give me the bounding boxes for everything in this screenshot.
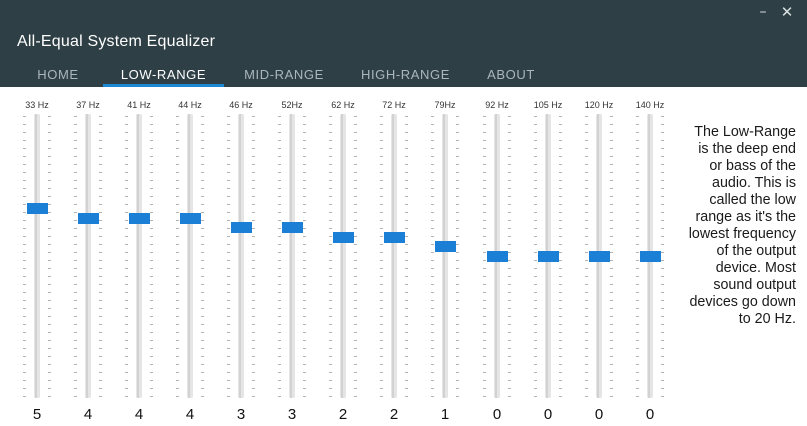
band-frequency-label: 44 Hz bbox=[178, 100, 202, 110]
slider-thumb[interactable] bbox=[640, 251, 661, 262]
tab-about[interactable]: ABOUT bbox=[487, 67, 535, 82]
band-frequency-label: 72 Hz bbox=[382, 100, 406, 110]
slider-ticks-left bbox=[380, 116, 383, 398]
band-value: 2 bbox=[338, 406, 348, 423]
slider-thumb[interactable] bbox=[78, 213, 99, 224]
slider-ticks-right bbox=[456, 116, 459, 398]
close-button[interactable]: ✕ bbox=[780, 3, 794, 21]
slider-ticks-right bbox=[508, 116, 511, 398]
band-frequency-label: 41 Hz bbox=[127, 100, 151, 110]
band-frequency-label: 79Hz bbox=[434, 100, 456, 110]
slider-ticks-left bbox=[23, 116, 26, 398]
slider-ticks-right bbox=[201, 116, 204, 398]
band-value: 0 bbox=[543, 406, 553, 423]
slider-track[interactable] bbox=[238, 114, 244, 398]
slider-thumb[interactable] bbox=[589, 251, 610, 262]
slider-thumb[interactable] bbox=[180, 213, 201, 224]
slider-ticks-left bbox=[278, 116, 281, 398]
band-value: 4 bbox=[185, 406, 195, 423]
slider-ticks-left bbox=[636, 116, 639, 398]
slider-ticks-left bbox=[585, 116, 588, 398]
tab-high-range[interactable]: HIGH-RANGE bbox=[360, 67, 451, 82]
tab-low-range[interactable]: LOW-RANGE bbox=[103, 68, 224, 87]
slider-thumb[interactable] bbox=[538, 251, 559, 262]
tab-mid-range[interactable]: MID-RANGE bbox=[244, 67, 324, 82]
band-frequency-label: 105 Hz bbox=[533, 100, 563, 110]
slider-track[interactable] bbox=[136, 114, 142, 398]
slider-ticks-left bbox=[227, 116, 230, 398]
slider-ticks-left bbox=[125, 116, 128, 398]
band-frequency-label: 92 Hz bbox=[485, 100, 509, 110]
band-frequency-label: 37 Hz bbox=[76, 100, 100, 110]
slider-ticks-right bbox=[559, 116, 562, 398]
slider-thumb[interactable] bbox=[129, 213, 150, 224]
slider-thumb[interactable] bbox=[384, 232, 405, 243]
slider-ticks-right bbox=[354, 116, 357, 398]
title-bar: – ✕ All-Equal System Equalizer HOME LOW-… bbox=[0, 0, 807, 87]
band-value: 4 bbox=[134, 406, 144, 423]
slider-thumb[interactable] bbox=[435, 241, 456, 252]
band-frequency-label: 62 Hz bbox=[331, 100, 355, 110]
slider-track[interactable] bbox=[391, 114, 397, 398]
band-value: 0 bbox=[594, 406, 604, 423]
slider-ticks-left bbox=[329, 116, 332, 398]
band-value: 4 bbox=[83, 406, 93, 423]
slider-thumb[interactable] bbox=[231, 222, 252, 233]
slider-ticks-right bbox=[610, 116, 613, 398]
slider-ticks-left bbox=[483, 116, 486, 398]
slider-track[interactable] bbox=[187, 114, 193, 398]
band-value: 1 bbox=[440, 406, 450, 423]
slider-ticks-right bbox=[661, 116, 664, 398]
slider-ticks-right bbox=[405, 116, 408, 398]
slider-thumb[interactable] bbox=[282, 222, 303, 233]
app-title: All-Equal System Equalizer bbox=[17, 33, 216, 50]
band-frequency-label: 33 Hz bbox=[25, 100, 49, 110]
slider-thumb[interactable] bbox=[487, 251, 508, 262]
slider-ticks-right bbox=[303, 116, 306, 398]
slider-track[interactable] bbox=[34, 114, 40, 398]
slider-ticks-right bbox=[252, 116, 255, 398]
range-description: The Low-Range is the deep end or bass of… bbox=[688, 124, 796, 327]
band-value: 0 bbox=[492, 406, 502, 423]
slider-ticks-left bbox=[74, 116, 77, 398]
slider-track[interactable] bbox=[340, 114, 346, 398]
slider-ticks-right bbox=[99, 116, 102, 398]
slider-ticks-left bbox=[176, 116, 179, 398]
band-frequency-label: 52Hz bbox=[281, 100, 303, 110]
minimize-button[interactable]: – bbox=[759, 4, 767, 20]
slider-track[interactable] bbox=[289, 114, 295, 398]
band-frequency-label: 120 Hz bbox=[584, 100, 614, 110]
tab-bar: HOME LOW-RANGE MID-RANGE HIGH-RANGE ABOU… bbox=[0, 66, 807, 87]
band-value: 5 bbox=[32, 406, 42, 423]
band-value: 3 bbox=[287, 406, 297, 423]
slider-track[interactable] bbox=[85, 114, 91, 398]
slider-ticks-right bbox=[48, 116, 51, 398]
band-value: 3 bbox=[236, 406, 246, 423]
slider-thumb[interactable] bbox=[27, 203, 48, 214]
slider-ticks-right bbox=[150, 116, 153, 398]
band-frequency-label: 140 Hz bbox=[635, 100, 665, 110]
slider-ticks-left bbox=[431, 116, 434, 398]
band-value: 2 bbox=[389, 406, 399, 423]
tab-home[interactable]: HOME bbox=[37, 67, 79, 82]
band-frequency-label: 46 Hz bbox=[229, 100, 253, 110]
band-value: 0 bbox=[645, 406, 655, 423]
slider-thumb[interactable] bbox=[333, 232, 354, 243]
slider-track[interactable] bbox=[442, 114, 448, 398]
slider-ticks-left bbox=[534, 116, 537, 398]
